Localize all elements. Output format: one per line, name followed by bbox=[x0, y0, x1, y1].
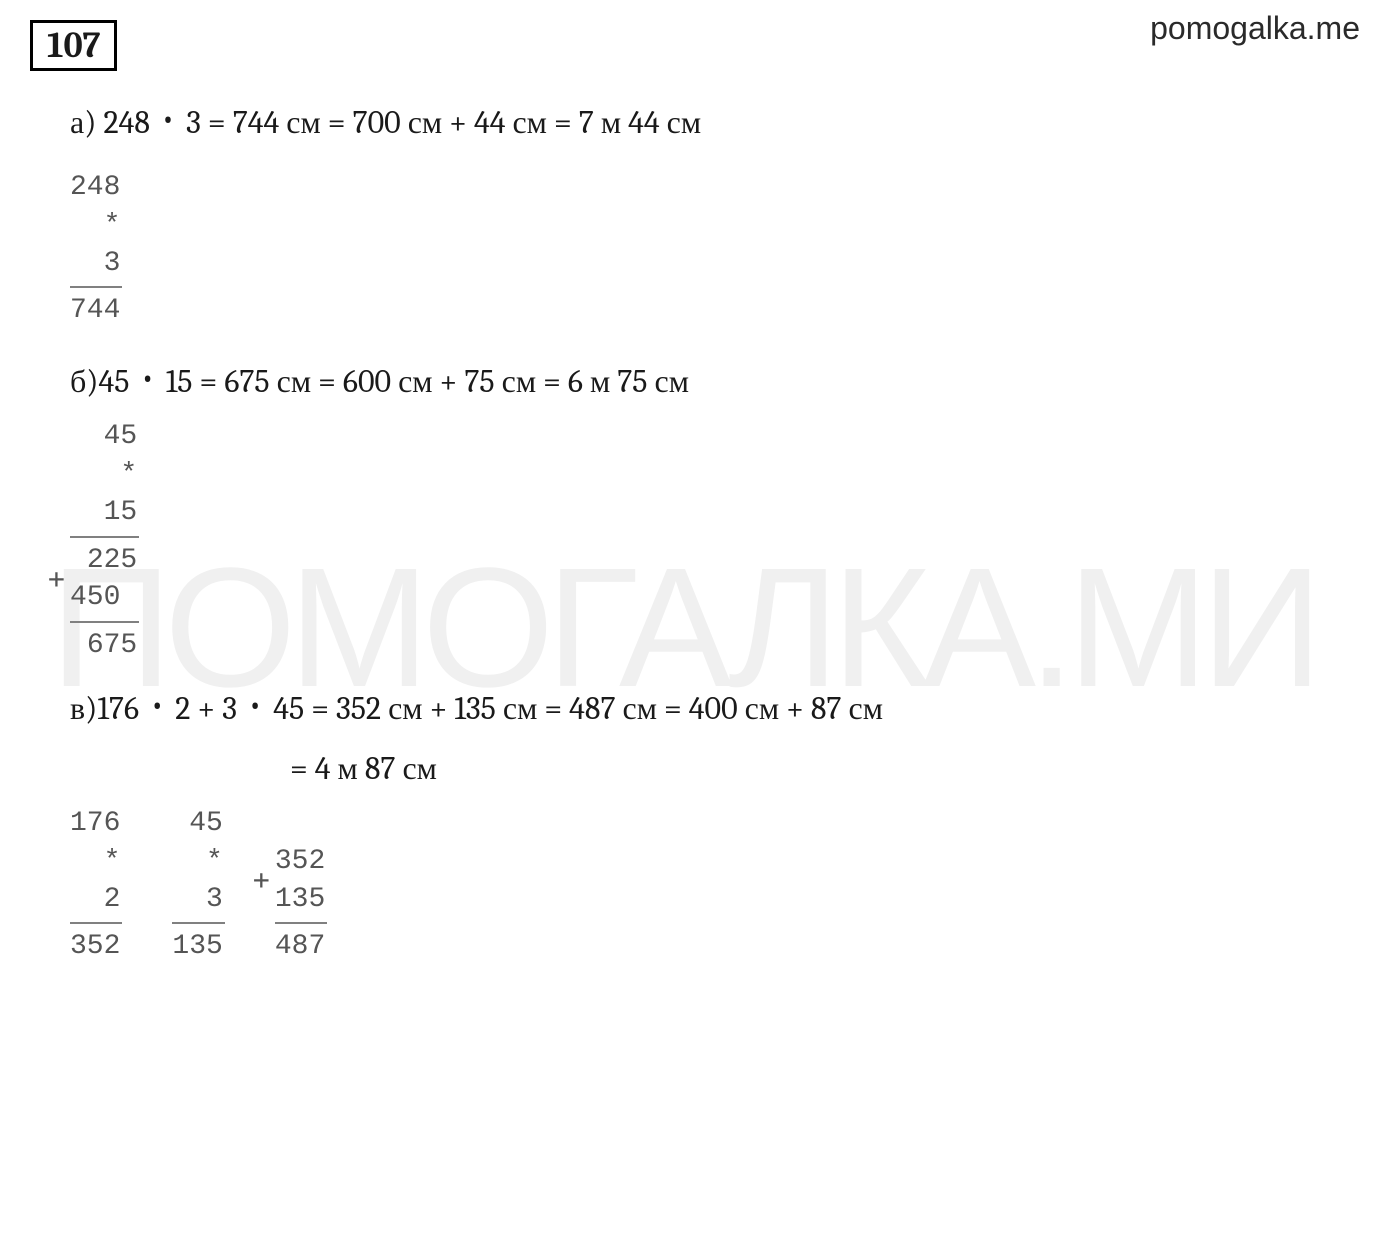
calc-v3-rule bbox=[275, 922, 327, 924]
equation-a: а) 248 • 3 = 744 см = 700 см + 44 см = 7… bbox=[70, 99, 1370, 147]
equation-b: б)45 • 15 = 675 см = 600 см + 75 см = 6 … bbox=[70, 358, 1370, 406]
calc-v3-op2: 135 bbox=[275, 881, 327, 919]
calc-a-op2: 3 bbox=[70, 245, 122, 283]
calc-a-operator: * bbox=[70, 207, 122, 245]
calc-b-operator: * bbox=[70, 456, 139, 494]
calc-b-partial-block: + 225 bbox=[70, 542, 139, 580]
equation-b-text: 45 • 15 = 675 см = 600 см + 75 см = 6 м … bbox=[99, 363, 689, 400]
label-v: в) bbox=[70, 690, 97, 727]
calc-b-partial2: 450 bbox=[70, 579, 139, 617]
problem-number: 107 bbox=[30, 20, 117, 71]
main-content: 107 а) 248 • 3 = 744 см = 700 см + 44 см… bbox=[30, 20, 1370, 966]
equation-v-text1: 176 • 2 + 3 • 45 = 352 см + 135 см = 487… bbox=[97, 690, 883, 727]
calc-b-op1: 45 bbox=[70, 418, 139, 456]
calc-b: 45 * 15 + 225 450 675 bbox=[70, 418, 1370, 665]
calc-v3-op1: 352 bbox=[275, 846, 325, 877]
calc-v3-plus: + bbox=[253, 861, 270, 899]
calc-v-3: + 352 135 487 bbox=[275, 843, 327, 966]
calc-v-group: 176 * 2 352 45 * 3 135 + 352 135 487 bbox=[70, 805, 1370, 966]
calc-v2-op2: 3 bbox=[172, 881, 224, 919]
equation-v-line1: в)176 • 2 + 3 • 45 = 352 см + 135 см = 4… bbox=[70, 685, 1370, 733]
calc-v-1: 176 * 2 352 bbox=[70, 805, 122, 966]
calc-v1-result: 352 bbox=[70, 928, 122, 966]
calc-b-result: 675 bbox=[70, 627, 139, 665]
calc-v3-op1-wrap: + 352 bbox=[275, 843, 327, 881]
calc-a: 248 * 3 744 bbox=[70, 169, 122, 330]
calc-v2-rule bbox=[172, 922, 224, 924]
calc-v1-operator: * bbox=[70, 843, 122, 881]
calc-b-partial1: 225 bbox=[87, 545, 137, 576]
equation-a-text: 248 • 3 = 744 см = 700 см + 44 см = 7 м … bbox=[103, 104, 701, 141]
calc-a-result: 744 bbox=[70, 292, 122, 330]
label-a: а) bbox=[70, 104, 96, 141]
calc-a-rule bbox=[70, 286, 122, 288]
calc-v1-rule bbox=[70, 922, 122, 924]
calc-v2-operator: * bbox=[172, 843, 224, 881]
label-b: б) bbox=[70, 363, 99, 400]
calc-v1-op1: 176 bbox=[70, 805, 122, 843]
calc-b-plus: + bbox=[48, 560, 65, 598]
calc-a-op1: 248 bbox=[70, 169, 122, 207]
calc-v2-result: 135 bbox=[172, 928, 224, 966]
calc-b-rule1 bbox=[70, 536, 139, 538]
calc-v1-op2: 2 bbox=[70, 881, 122, 919]
calc-v-2: 45 * 3 135 bbox=[172, 805, 224, 966]
calc-v3-result: 487 bbox=[275, 928, 327, 966]
equation-v-line2: = 4 м 87 см bbox=[290, 745, 1370, 793]
calc-b-op2: 15 bbox=[70, 494, 139, 532]
calc-b-rule2 bbox=[70, 621, 139, 623]
calc-v2-op1: 45 bbox=[172, 805, 224, 843]
